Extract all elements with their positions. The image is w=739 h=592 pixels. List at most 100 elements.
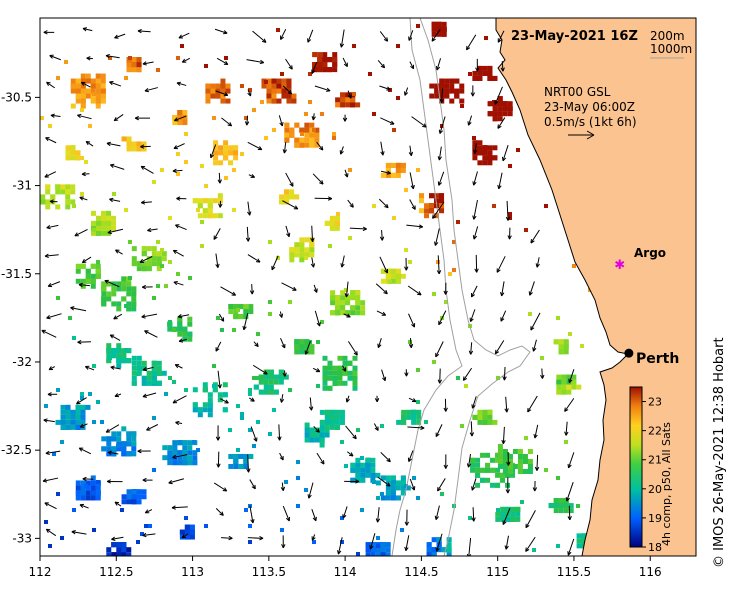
sst-pixel (223, 145, 229, 151)
sst-pixel (502, 458, 508, 464)
sst-pixel (337, 365, 343, 371)
sst-pixel (434, 93, 440, 99)
sst-pixel (416, 368, 420, 372)
current-arrow (379, 256, 389, 274)
sst-pixel (121, 441, 127, 447)
sst-pixel (335, 310, 341, 316)
current-arrow (342, 506, 348, 519)
sst-pixel (85, 88, 91, 94)
sst-pixel (84, 160, 88, 164)
sst-pixel (187, 336, 193, 342)
sst-pixel (487, 409, 493, 415)
sst-pixel (566, 374, 572, 380)
current-arrow (47, 392, 58, 397)
map-frame (39, 17, 697, 557)
sst-pixel (268, 384, 274, 390)
current-arrow (279, 452, 284, 461)
sst-pixel (88, 392, 92, 396)
sst-pixel (294, 247, 300, 253)
sst-pixel (172, 460, 178, 466)
sst-pixel (60, 414, 66, 420)
sst-pixel (90, 480, 96, 486)
sst-pixel (176, 172, 180, 176)
sst-pixel (223, 150, 229, 156)
sst-pixel (500, 477, 506, 483)
sst-pixel (527, 468, 533, 474)
sst-pixel (324, 220, 330, 226)
sst-pixel (477, 150, 483, 156)
sst-pixel (202, 198, 208, 204)
sst-pixel (273, 374, 279, 380)
sst-pixel (207, 203, 213, 209)
current-arrow (313, 284, 318, 293)
sst-pixel (294, 142, 300, 148)
sst-pixel (312, 540, 316, 544)
sst-pixel (304, 112, 308, 116)
sst-pixel (272, 408, 276, 412)
sst-pixel (454, 93, 460, 99)
sst-pixel (477, 70, 483, 76)
sst-pixel (60, 424, 66, 430)
sst-pixel (390, 485, 396, 491)
sst-pixel (304, 427, 310, 433)
current-arrow (142, 392, 157, 398)
sst-pixel (210, 93, 216, 99)
current-arrow (247, 254, 261, 263)
sst-pixel (439, 193, 445, 199)
sst-pixel (90, 495, 96, 501)
sst-pixel (441, 31, 447, 37)
sst-pixel (92, 364, 96, 368)
x-tick-label: 114.5 (404, 565, 438, 579)
sst-pixel (152, 380, 156, 384)
sst-pixel (345, 92, 351, 98)
sst-pixel (131, 360, 137, 366)
sst-pixel (121, 426, 127, 432)
sst-pixel (484, 36, 488, 40)
colorbar-caption: 4h comp, p50, All Sats (660, 422, 673, 546)
sst-pixel (126, 547, 132, 553)
sst-pixel (309, 432, 315, 438)
sst-pixel (411, 419, 417, 425)
sst-pixel (350, 462, 356, 468)
current-arrow (409, 61, 415, 70)
sst-pixel (372, 204, 376, 208)
current-arrow (471, 507, 476, 522)
sst-pixel (106, 436, 112, 442)
sst-pixel (434, 193, 440, 199)
sst-pixel (558, 344, 564, 350)
sst-pixel (360, 508, 364, 512)
sst-pixel (360, 310, 366, 316)
sst-pixel (370, 467, 376, 473)
sst-pixel (212, 116, 216, 120)
sst-pixel (167, 326, 173, 332)
sst-pixel (299, 344, 305, 350)
sst-pixel (202, 402, 208, 408)
sst-pixel (524, 436, 528, 440)
sst-pixel (497, 106, 503, 112)
sst-pixel (80, 396, 84, 400)
current-arrow (217, 172, 222, 184)
sst-pixel (228, 304, 234, 310)
current-arrow (220, 286, 237, 296)
sst-pixel (95, 485, 101, 491)
sst-pixel (352, 92, 356, 96)
sst-pixel (248, 309, 254, 315)
sst-pixel (141, 489, 147, 495)
sst-pixel (148, 524, 152, 528)
sst-pixel (319, 437, 325, 443)
current-arrow (369, 533, 376, 550)
sst-pixel (80, 108, 84, 112)
sst-pixel (517, 468, 523, 474)
sst-pixel (213, 145, 219, 151)
sst-pixel (400, 480, 406, 486)
current-arrow (46, 313, 62, 320)
sst-pixel (258, 374, 264, 380)
sst-pixel (317, 67, 323, 73)
sst-pixel (400, 490, 406, 496)
sst-pixel (568, 332, 572, 336)
current-arrow (501, 426, 506, 445)
sst-pixel (294, 194, 300, 200)
current-arrow (221, 535, 233, 541)
current-arrow (247, 535, 264, 541)
sst-pixel (184, 160, 188, 164)
